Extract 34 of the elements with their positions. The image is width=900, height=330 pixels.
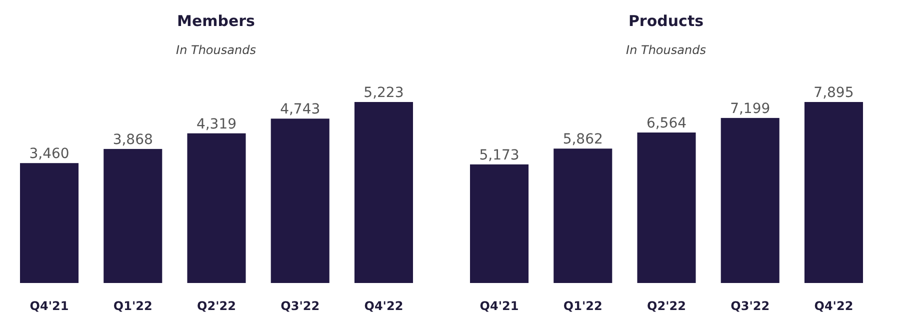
x-tick-label: Q2'22 xyxy=(647,299,686,313)
data-label: 5,173 xyxy=(479,147,520,164)
data-label: 3,868 xyxy=(112,132,153,148)
data-label: 6,564 xyxy=(646,116,687,132)
bar xyxy=(270,118,330,283)
data-label: 5,223 xyxy=(364,85,404,101)
chart-title: Products xyxy=(628,12,704,30)
bar xyxy=(554,148,612,283)
bar xyxy=(20,163,79,283)
x-tick-label: Q4'21 xyxy=(30,299,69,313)
bar xyxy=(804,102,863,283)
data-label: 4,319 xyxy=(196,116,237,132)
data-label: 5,862 xyxy=(562,132,603,148)
bar xyxy=(637,132,696,283)
chart-title: Members xyxy=(177,12,256,30)
data-label: 3,460 xyxy=(29,146,70,162)
x-tick-label: Q1'22 xyxy=(563,299,602,313)
x-tick-label: Q4'21 xyxy=(480,299,519,313)
data-label: 4,743 xyxy=(280,102,320,118)
bar xyxy=(720,118,780,283)
bar xyxy=(470,164,529,283)
x-tick-label: Q3'22 xyxy=(730,299,770,313)
chart-subtitle: In Thousands xyxy=(176,43,256,57)
data-label: 7,895 xyxy=(814,85,854,101)
chart-subtitle: In Thousands xyxy=(626,43,706,57)
x-tick-label: Q2'22 xyxy=(197,299,236,313)
bar xyxy=(354,102,413,283)
x-tick-label: Q1'22 xyxy=(113,299,152,313)
bar xyxy=(104,148,162,283)
x-tick-label: Q4'22 xyxy=(364,299,404,313)
bar xyxy=(187,133,246,283)
x-tick-label: Q3'22 xyxy=(280,299,320,313)
x-tick-label: Q4'22 xyxy=(814,299,854,313)
data-label: 7,199 xyxy=(730,100,770,117)
